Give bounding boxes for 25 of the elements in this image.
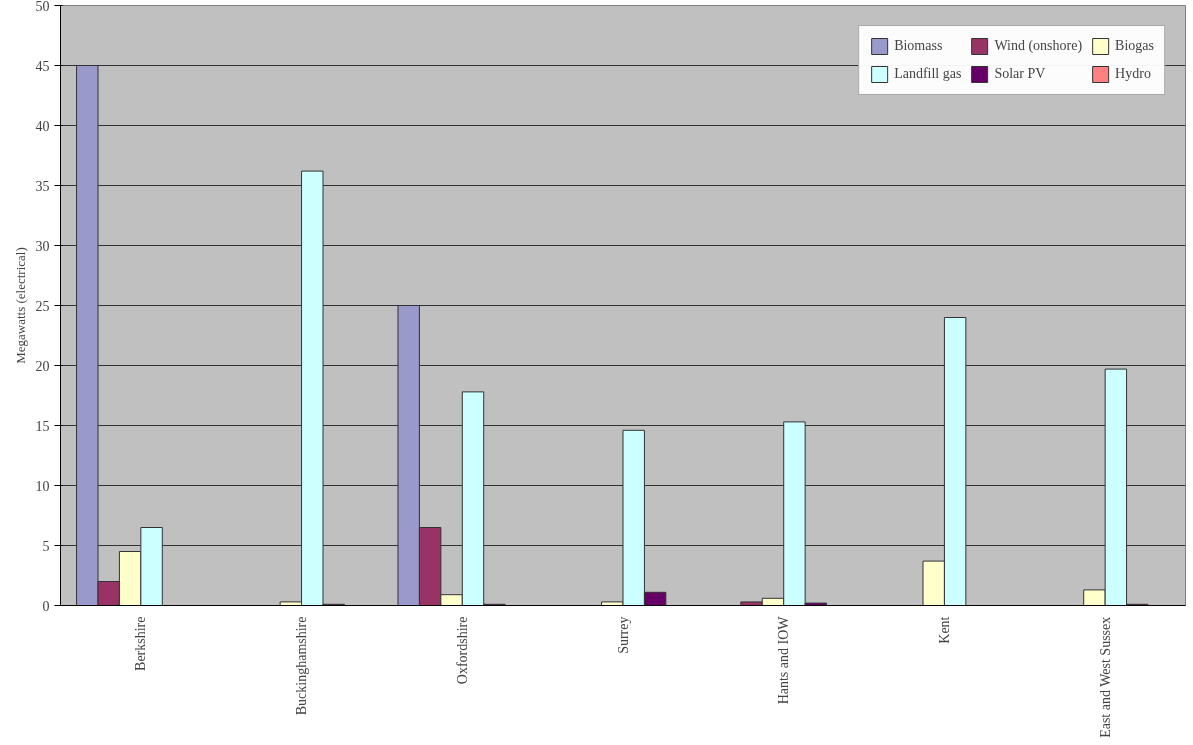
y-tick-label: 20 <box>35 358 50 374</box>
y-tick-label: 50 <box>35 0 50 14</box>
x-tick-label: Kent <box>936 616 952 644</box>
legend-label: Biogas <box>1115 38 1154 54</box>
y-tick-label: 30 <box>35 238 50 254</box>
y-tick-label: 45 <box>35 58 50 74</box>
y-tick-label: 0 <box>42 598 50 614</box>
legend-label: Solar PV <box>994 66 1046 82</box>
y-tick-label: 15 <box>35 418 50 434</box>
x-tick-label: Buckinghamshire <box>294 616 310 716</box>
x-tick-label: Berkshire <box>133 616 149 671</box>
y-tick-label: 40 <box>35 118 50 134</box>
x-tick-label: Surrey <box>615 616 631 654</box>
y-tick-label: 5 <box>42 538 50 554</box>
legend-label: Wind (onshore) <box>994 38 1083 54</box>
y-axis-title: Megawatts (electrical) <box>12 247 28 364</box>
y-tick-label: 35 <box>35 178 50 194</box>
y-tick-label: 10 <box>35 478 50 494</box>
x-tick-label: Oxfordshire <box>454 616 470 685</box>
x-tick-label: East and West Sussex <box>1097 616 1113 738</box>
legend-label: Hydro <box>1115 66 1151 82</box>
x-tick-label: Hants and IOW <box>776 615 792 705</box>
legend-label: Biomass <box>894 38 943 54</box>
y-tick-label: 25 <box>35 298 50 314</box>
legend-label: Landfill gas <box>894 66 962 82</box>
